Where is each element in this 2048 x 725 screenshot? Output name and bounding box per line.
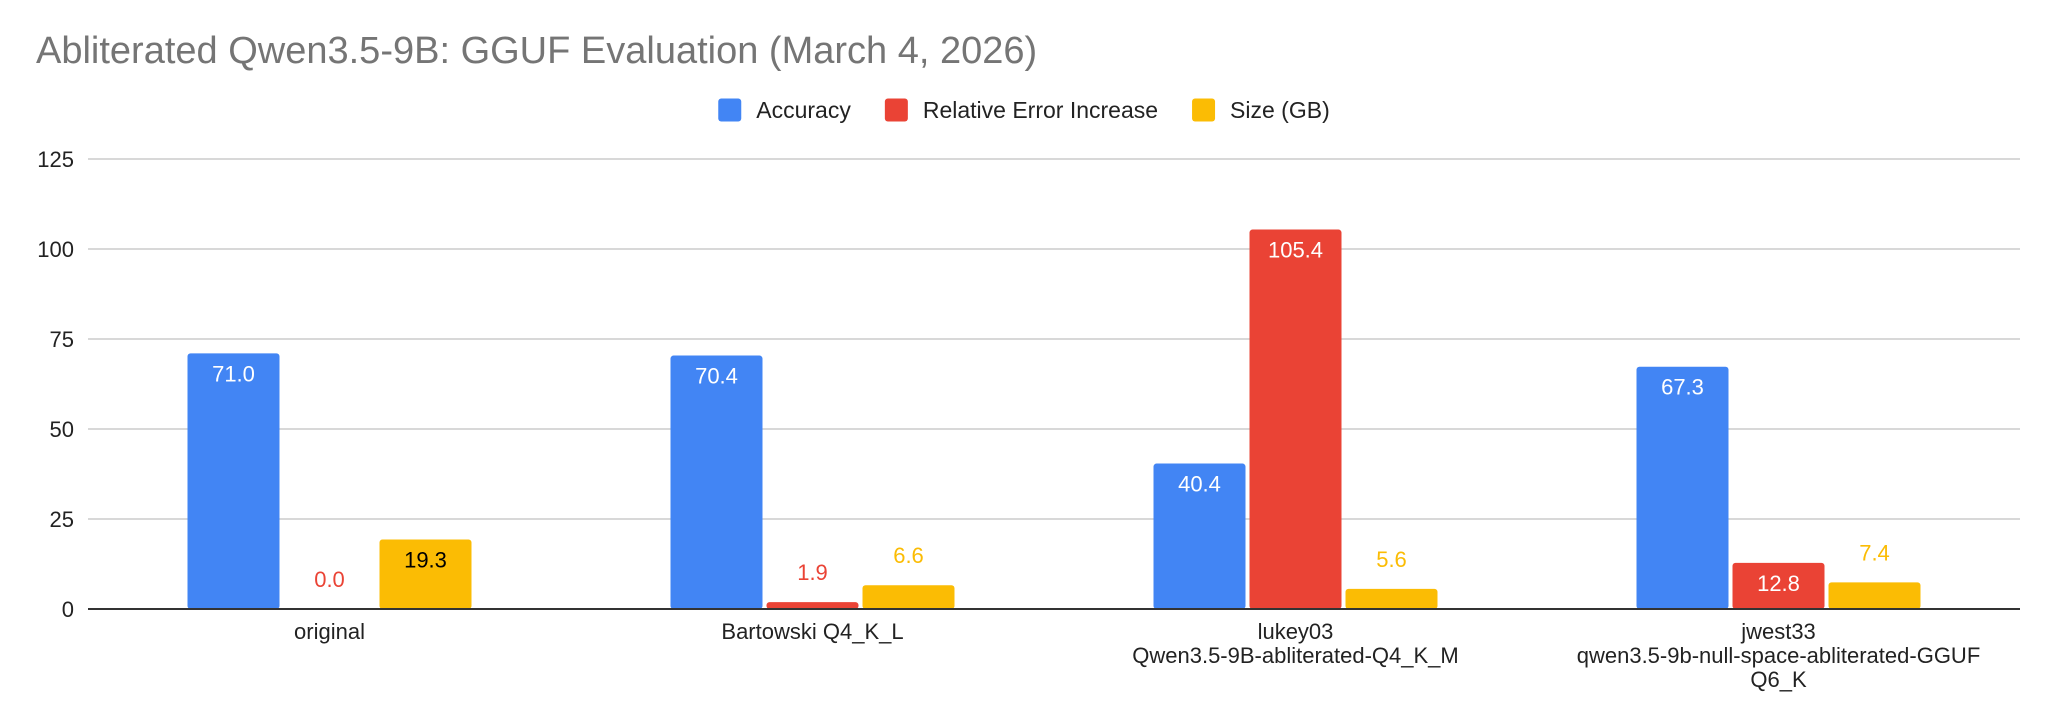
category-label: Q6_K [1750,667,1807,692]
data-label-3-2: 6.6 [893,543,924,568]
y-tick-label: 75 [50,327,74,352]
gridlines [88,158,2020,520]
bar-1-1 [187,353,280,609]
bars [187,229,1921,609]
legend-item: Relative Error Increase [884,97,1158,123]
bar-3-4 [1828,582,1921,609]
bar-1-2 [670,355,763,609]
data-label-2-4: 12.8 [1757,571,1800,596]
y-tick-label: 50 [50,417,74,442]
legend-swatch [1192,98,1216,122]
y-tick-label: 25 [50,507,74,532]
y-tick-label: 125 [37,147,74,172]
legend-item: Size (GB) [1192,97,1330,123]
data-label-2-2: 1.9 [797,560,828,585]
legend-label: Size (GB) [1230,97,1330,123]
data-label-2-3: 105.4 [1268,238,1323,263]
data-label-1-1: 71.0 [212,361,255,386]
bar-1-4 [1636,366,1729,609]
category-label: lukey03 [1258,619,1334,644]
category-label: jwest33 [1740,619,1816,644]
data-label-1-2: 70.4 [695,364,738,389]
data-label-3-4: 7.4 [1859,540,1890,565]
legend-item: Accuracy [718,97,851,123]
data-labels: 71.0 0.0 19.3 70.4 1.9 6.6 40.4 105.4 5.6 67.3 12.… [212,238,1890,596]
legend-label: Accuracy [756,97,851,123]
y-axis-ticks: 0 25 50 75 100 125 [37,147,74,622]
bar-3-2 [862,585,955,609]
bar-2-3 [1249,229,1342,609]
legend-swatch [884,98,908,122]
bar-2-2 [766,602,859,609]
category-label: qwen3.5-9b-null-space-abliterated-GGUF [1577,643,1981,668]
data-label-3-1: 19.3 [404,548,447,573]
chart-title: Abliterated Qwen3.5-9B: GGUF Evaluation … [36,30,1038,72]
legend: Accuracy Relative Error Increase Size (GB) [718,97,1330,123]
bar-2-4 [1732,562,1825,609]
category-label: Qwen3.5-9B-abliterated-Q4_K_M [1132,643,1459,668]
bar-3-1 [379,539,472,609]
y-tick-label: 0 [62,597,74,622]
legend-label: Relative Error Increase [923,97,1158,123]
bar-3-3 [1345,588,1438,609]
data-label-1-3: 40.4 [1178,472,1221,497]
category-label: Bartowski Q4_K_L [721,619,903,644]
x-axis-categories: original Bartowski Q4_K_L lukey03Qwen3.5-9… [294,619,1980,692]
bar-1-3 [1153,463,1246,609]
data-label-3-3: 5.6 [1376,547,1407,572]
data-label-1-4: 67.3 [1661,375,1704,400]
legend-swatch [718,98,742,122]
y-tick-label: 100 [37,237,74,262]
data-label-2-1: 0.0 [314,567,345,592]
category-label: original [294,619,365,644]
